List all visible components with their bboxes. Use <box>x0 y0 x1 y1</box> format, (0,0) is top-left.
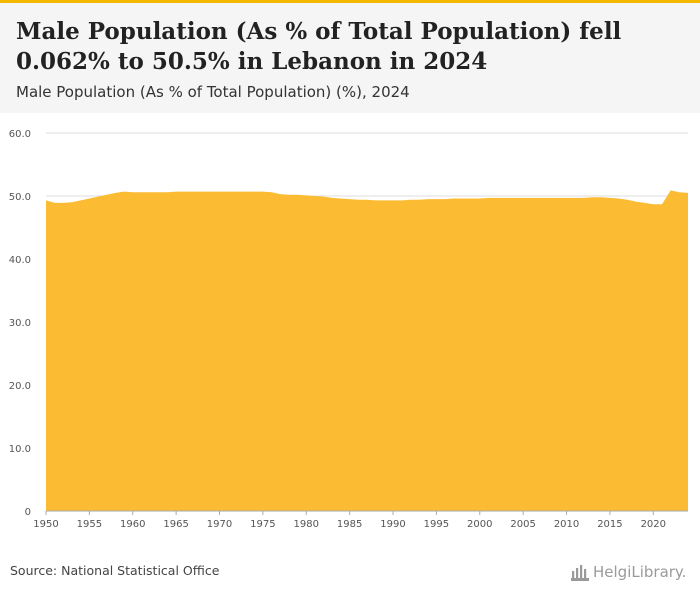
x-tick-label: 1980 <box>294 519 319 530</box>
y-tick-label: 60.0 <box>9 129 31 140</box>
y-tick-label: 30.0 <box>9 318 31 329</box>
x-tick-label: 1970 <box>207 519 232 530</box>
x-tick-label: 1975 <box>250 519 275 530</box>
area-chart: 0 10.0 20.0 30.0 40.0 50.0 60.0 1950 1955 1960 196… <box>9 129 688 530</box>
y-tick-label: 10.0 <box>9 444 31 455</box>
x-tick-label: 2020 <box>641 519 666 530</box>
x-tick-label: 1995 <box>424 519 449 530</box>
y-tick-label: 20.0 <box>9 381 31 392</box>
x-tick-label: 1950 <box>33 519 58 530</box>
helgi-library-logo: HelgiLibrary. <box>570 561 686 583</box>
x-tick-label: 1990 <box>380 519 405 530</box>
x-tick-label: 1965 <box>163 519 188 530</box>
area-series <box>46 190 688 511</box>
x-tick-label: 2000 <box>467 519 492 530</box>
top-accent-bar <box>0 0 700 3</box>
chart-header: Male Population (As % of Total Populatio… <box>0 3 700 113</box>
source-note: Source: National Statistical Office <box>10 563 220 578</box>
chart-subtitle: Male Population (As % of Total Populatio… <box>16 83 410 101</box>
x-tick-label: 2005 <box>510 519 535 530</box>
brand-name: HelgiLibrary. <box>593 563 687 581</box>
x-tick-label: 1985 <box>337 519 362 530</box>
x-tick-label: 1955 <box>77 519 102 530</box>
y-tick-label: 40.0 <box>9 255 31 266</box>
x-tick-label: 2015 <box>597 519 622 530</box>
chart-title: Male Population (As % of Total Populatio… <box>16 18 622 75</box>
y-tick-label: 0 <box>25 507 31 518</box>
y-tick-label: 50.0 <box>9 192 31 203</box>
x-tick-label: 2010 <box>554 519 579 530</box>
library-building-icon <box>571 565 589 581</box>
x-tick-label: 1960 <box>120 519 145 530</box>
